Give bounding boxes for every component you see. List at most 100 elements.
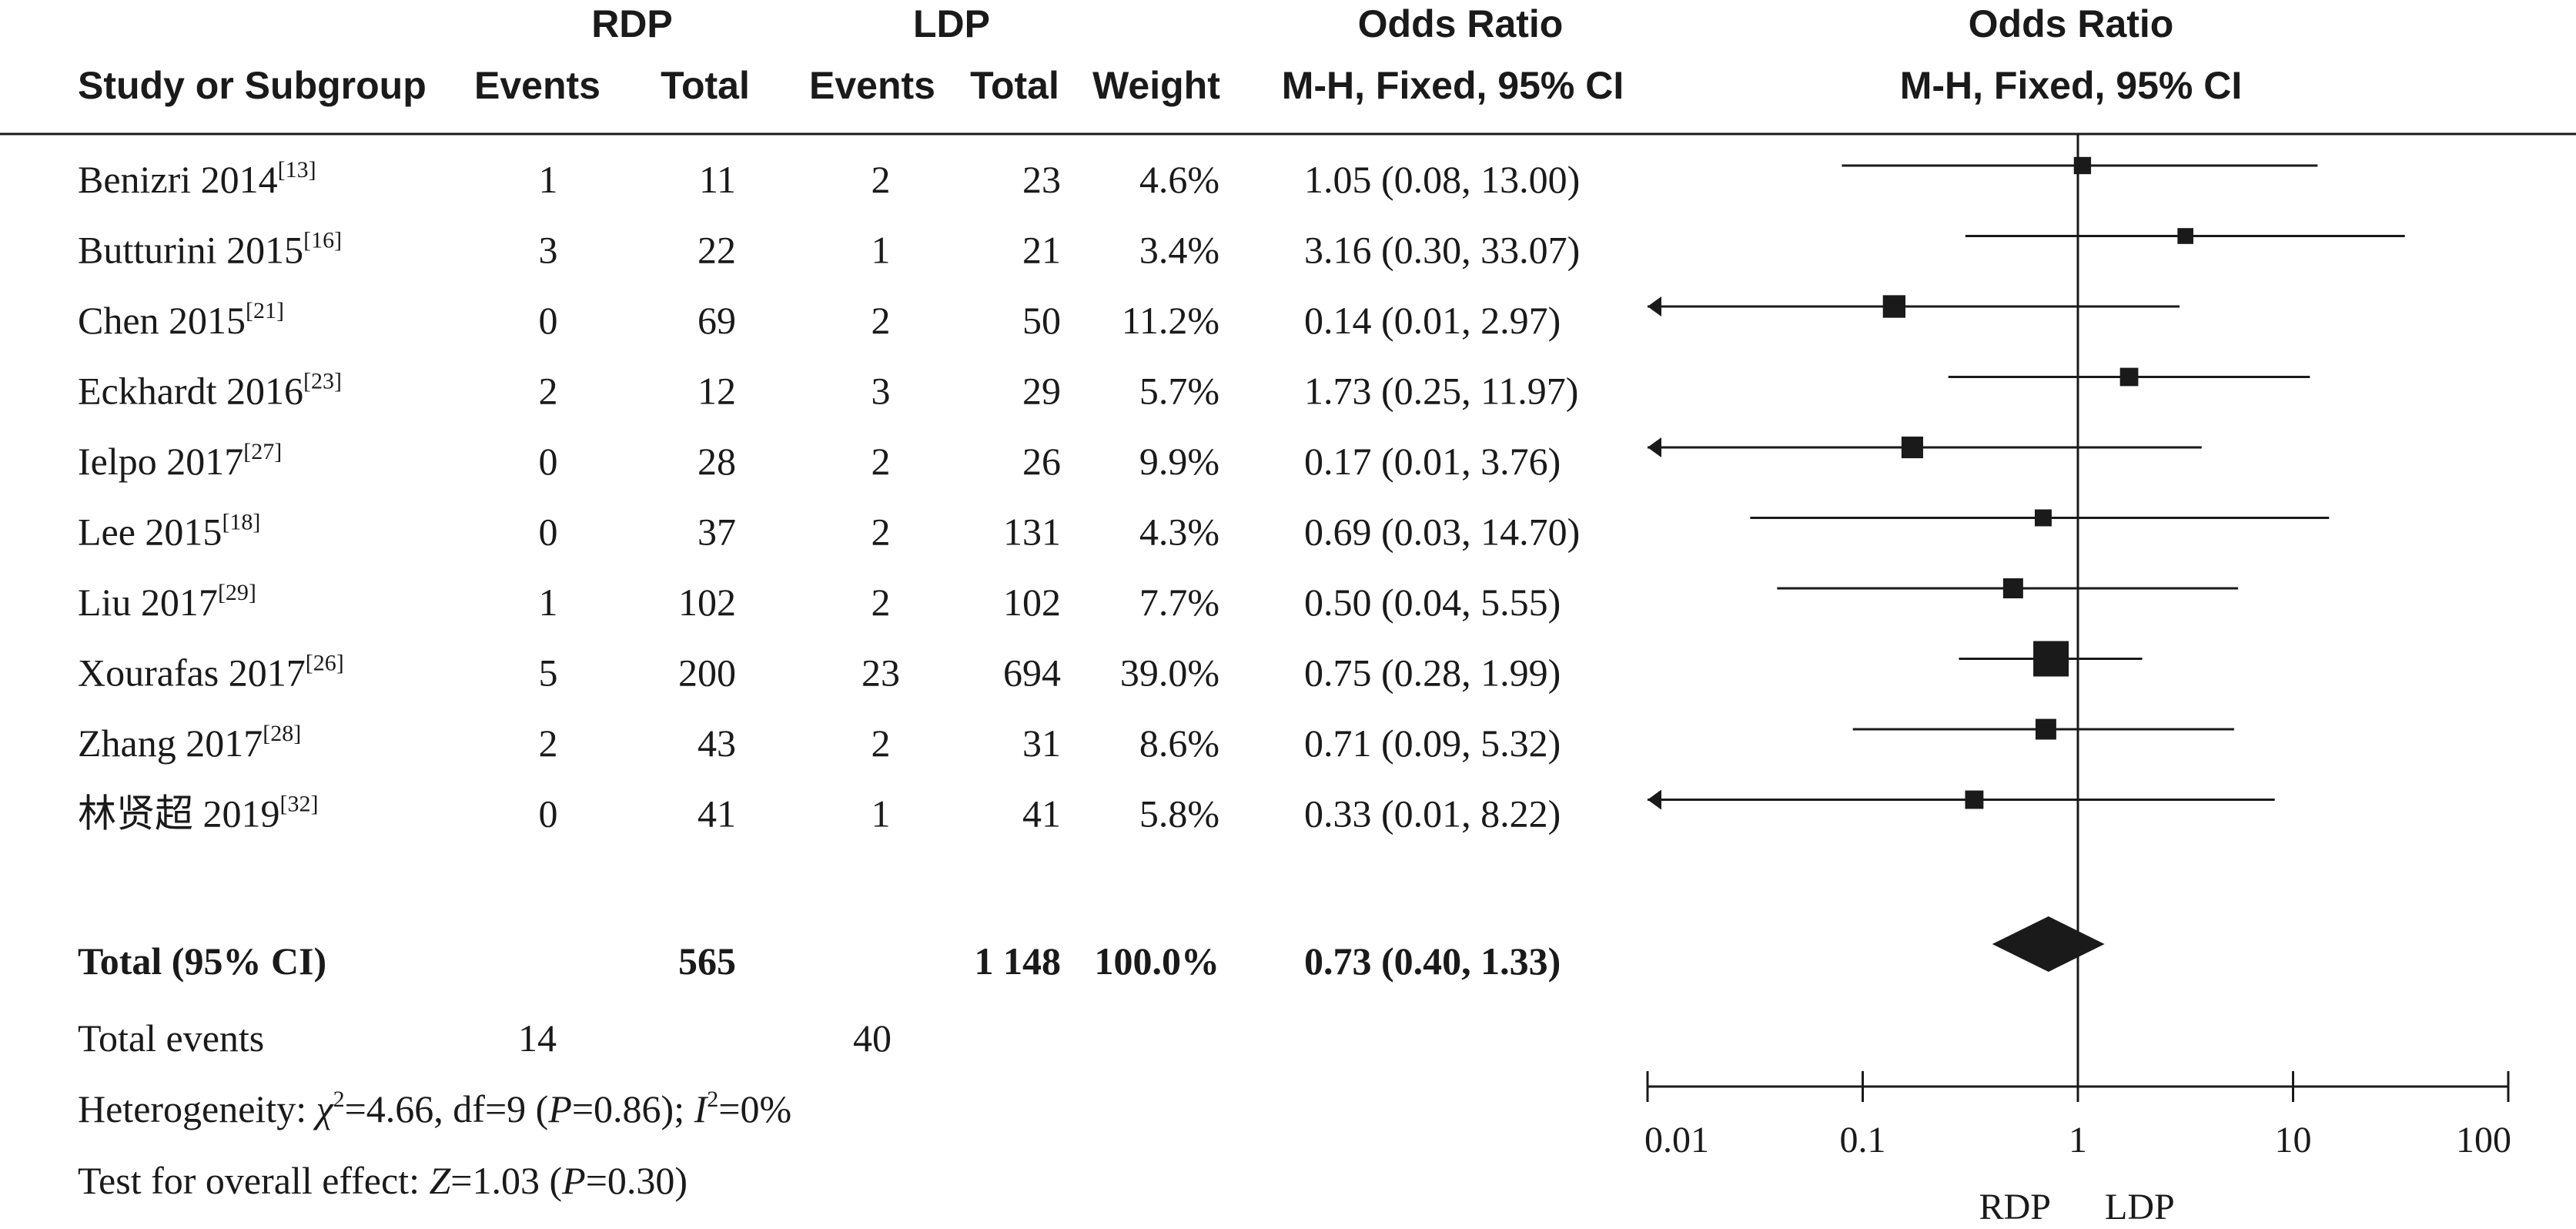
study-ref: [27]	[243, 439, 282, 464]
study-name: Zhang 2017[28]	[78, 721, 301, 765]
total-label: Total (95% CI)	[78, 939, 326, 983]
x-tick-label: 100	[2456, 1120, 2511, 1160]
rdp-total-cell: 28	[698, 440, 736, 483]
study-name: Chen 2015[21]	[78, 298, 284, 342]
weight-cell: 5.8%	[1139, 792, 1219, 836]
total-events-rdp: 14	[518, 1016, 557, 1060]
study-name: Xourafas 2017[26]	[78, 651, 344, 695]
or-ci-cell: 0.17 (0.01, 3.76)	[1304, 440, 1561, 483]
ldp-events-cell: 2	[871, 511, 891, 554]
total-rdp-total: 565	[678, 939, 736, 983]
ldp-events-cell: 3	[871, 370, 891, 413]
rdp-total-cell: 102	[678, 581, 736, 624]
ldp-total-cell: 694	[1003, 651, 1061, 695]
study-ref: [21]	[246, 298, 284, 323]
ldp-events-cell: 2	[871, 299, 891, 342]
effect-square	[1901, 436, 1923, 459]
ci-clip-arrow	[1648, 437, 1661, 457]
rdp-events-cell: 2	[539, 370, 558, 413]
study-ref: [28]	[263, 721, 301, 746]
weight-cell: 9.9%	[1139, 440, 1219, 483]
study-name: 林贤超 2019[32]	[78, 792, 318, 836]
effect-square	[2119, 367, 2139, 387]
rdp-total-cell: 69	[698, 299, 736, 342]
effect-square	[1965, 790, 1984, 809]
study-name: Lee 2015[18]	[78, 510, 260, 554]
ldp-events-cell: 1	[871, 229, 891, 272]
rdp-events-cell: 1	[539, 158, 558, 201]
rdp-events-cell: 3	[539, 229, 558, 272]
effect-square	[2073, 156, 2092, 175]
rdp-events-cell: 5	[539, 651, 558, 695]
col-study: Study or Subgroup	[78, 64, 427, 107]
forest-plot: 0.01 0.1 1 10 100 RDP LDP	[1644, 134, 2511, 1227]
effect-square	[2002, 578, 2023, 598]
weight-cell: 39.0%	[1120, 651, 1219, 695]
overall-effect-text: Test for overall effect: Z=1.03 (P=0.30)	[78, 1159, 687, 1202]
rdp-events-cell: 0	[539, 511, 558, 554]
pooled-diamond	[1992, 916, 2105, 972]
ldp-events-cell: 2	[871, 581, 891, 624]
study-ref: [13]	[278, 157, 316, 183]
rdp-total-cell: 12	[698, 370, 736, 413]
odds-ratio-title-plot: Odds Ratio	[1969, 2, 2174, 45]
or-ci-cell: 0.14 (0.01, 2.97)	[1304, 299, 1561, 342]
col-or-ci: M-H, Fixed, 95% CI	[1282, 64, 1624, 107]
or-ci-cell: 0.75 (0.28, 1.99)	[1304, 651, 1561, 695]
table-header: RDP LDP Odds Ratio Odds Ratio Study or S…	[78, 2, 2242, 107]
ldp-events-cell: 23	[861, 651, 900, 695]
study-name: Ielpo 2017[27]	[78, 439, 282, 483]
x-tick-label: 0.1	[1840, 1120, 1886, 1160]
ldp-events-cell: 2	[871, 722, 891, 765]
rdp-total-cell: 37	[698, 511, 736, 554]
rdp-total-cell: 43	[698, 722, 736, 765]
rdp-total-cell: 200	[678, 651, 736, 695]
x-tick-label: 10	[2275, 1120, 2312, 1160]
or-ci-cell: 0.69 (0.03, 14.70)	[1304, 511, 1580, 554]
study-name: Eckhardt 2016[23]	[78, 369, 342, 413]
total-or-ci: 0.73 (0.40, 1.33)	[1304, 939, 1561, 983]
or-ci-cell: 1.05 (0.08, 13.00)	[1304, 158, 1580, 201]
study-rows: Benizri 2014[13] 1 11 2 23 4.6% 1.05 (0.08, 13…	[78, 157, 1580, 836]
study-ref: [16]	[303, 228, 342, 253]
effect-square	[2033, 641, 2069, 677]
weight-cell: 4.3%	[1139, 511, 1219, 554]
ldp-events-cell: 1	[871, 792, 891, 836]
ci-clip-arrow	[1648, 789, 1661, 810]
x-tick-label: 1	[2069, 1120, 2087, 1160]
study-ref: [29]	[218, 580, 256, 605]
col-ldp-total: Total	[970, 64, 1059, 107]
or-ci-cell: 3.16 (0.30, 33.07)	[1304, 229, 1580, 272]
total-events-label: Total events	[78, 1016, 264, 1060]
group-label-rdp: RDP	[591, 2, 673, 45]
total-ldp-total: 1 148	[975, 939, 1062, 983]
ldp-total-cell: 50	[1022, 299, 1061, 342]
study-ref: [18]	[222, 510, 260, 535]
rdp-total-cell: 22	[698, 229, 736, 272]
ldp-total-cell: 131	[1003, 511, 1061, 554]
weight-cell: 7.7%	[1139, 581, 1219, 624]
favours-ldp-label: LDP	[2105, 1187, 2175, 1227]
odds-ratio-title-table: Odds Ratio	[1358, 2, 1564, 45]
effect-square	[2177, 228, 2193, 244]
ldp-total-cell: 23	[1022, 158, 1061, 201]
study-name: Butturini 2015[16]	[78, 228, 342, 272]
rdp-events-cell: 2	[539, 722, 558, 765]
weight-cell: 3.4%	[1139, 229, 1219, 272]
weight-cell: 5.7%	[1139, 370, 1219, 413]
rdp-events-cell: 0	[539, 440, 558, 483]
group-label-ldp: LDP	[913, 2, 990, 45]
weight-cell: 8.6%	[1139, 722, 1219, 765]
effect-square	[2035, 718, 2056, 740]
col-ldp-events: Events	[809, 64, 935, 107]
ldp-total-cell: 31	[1022, 722, 1061, 765]
ldp-events-cell: 2	[871, 158, 891, 201]
ci-clip-arrow	[1648, 296, 1661, 316]
effect-square	[2034, 509, 2052, 527]
heterogeneity-text: Heterogeneity: χ2=4.66, df=9 (P=0.86); I…	[78, 1087, 791, 1130]
rdp-events-cell: 0	[539, 792, 558, 836]
ldp-total-cell: 41	[1022, 792, 1061, 836]
study-name: Liu 2017[29]	[78, 580, 256, 624]
study-name: Benizri 2014[13]	[78, 157, 316, 201]
